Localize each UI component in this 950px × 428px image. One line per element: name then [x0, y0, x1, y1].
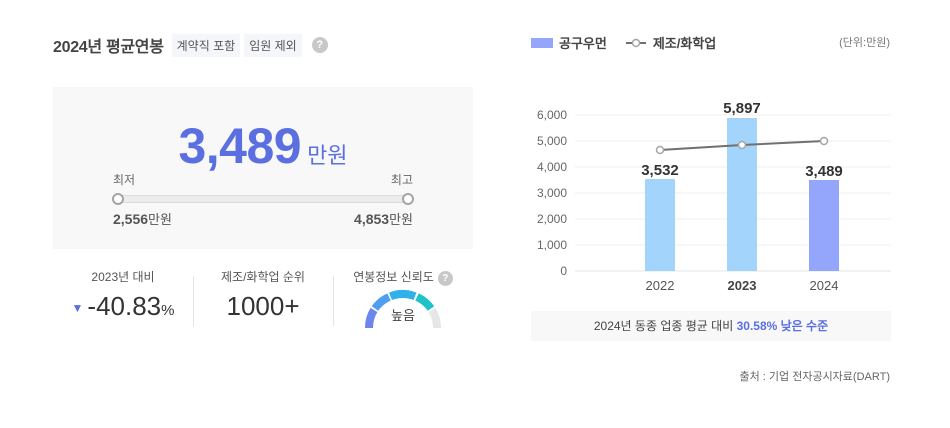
xtick-2023: 2023 [728, 278, 757, 293]
xtick-2024: 2024 [810, 278, 839, 293]
min-value: 2,556만원 [113, 209, 172, 228]
reliability-gauge: 높음 [363, 288, 443, 329]
stat-reliability-label: 연봉정보 신뢰도? [333, 268, 473, 286]
ytick-4000: 4,000 [537, 160, 567, 174]
salary-range-bar [118, 195, 408, 203]
stat-rank-value: 1000+ [226, 291, 300, 321]
ytick-5000: 5,000 [537, 134, 567, 148]
industry-point-2022[interactable] [655, 145, 665, 155]
stats-row: 2023년 대비 ▼ -40.83% 제조/화학업 순위 1000+ 연봉정보 신… [53, 268, 473, 329]
chart-legend: 공구우먼 제조/화학업 [531, 33, 716, 52]
stat-rank-label: 제조/화학업 순위 [221, 270, 305, 284]
max-knob [402, 193, 414, 205]
question-circle-icon[interactable]: ? [311, 37, 328, 53]
page-title: 2024년 평균연봉 [53, 39, 164, 56]
industry-point-2023[interactable] [737, 140, 747, 150]
ytick-1000: 1,000 [537, 238, 567, 252]
bar-2024[interactable] [809, 180, 839, 271]
bar-labels: 3,532 5,897 3,489 [641, 100, 843, 180]
bar-2022[interactable] [645, 179, 675, 271]
max-value: 4,853만원 [354, 209, 413, 228]
industry-comparison: 2024년 동종 업종 평균 대비 30.58% 낮은 수준 [531, 311, 891, 341]
stat-yoy-label: 2023년 대비 [91, 270, 155, 284]
ytick-6000: 6,000 [537, 108, 567, 122]
stat-yoy-number: -40.83 [87, 291, 162, 321]
min-label: 최저 [113, 173, 136, 187]
min-knob [112, 193, 124, 205]
xtick-2022: 2022 [646, 278, 675, 293]
bar-label-2024: 3,489 [805, 163, 843, 180]
bar-label-2022: 3,532 [641, 162, 679, 179]
stat-reliability-text: 연봉정보 신뢰도 [353, 270, 434, 284]
max-label: 최고 [390, 173, 413, 187]
comparison-prefix: 2024년 동종 업종 평균 대비 [593, 319, 737, 333]
average-salary-unit: 만원 [307, 143, 348, 168]
ytick-0: 0 [560, 264, 567, 278]
reliability-value: 높음 [391, 308, 415, 323]
title-row: 2024년 평균연봉 계약직 포함 임원 제외 ? [53, 33, 328, 57]
industry-point-2024[interactable] [819, 136, 829, 146]
gauge-arc-icon [364, 290, 442, 329]
stat-rank: 제조/화학업 순위 1000+ [193, 268, 333, 328]
stat-yoy-suffix: % [161, 302, 175, 319]
average-salary-panel: 3,489 만원 최저 최고 2,556만원 4,853만원 [53, 87, 473, 249]
max-value-unit: 만원 [389, 212, 413, 227]
triangle-down-icon: ▼ [71, 301, 84, 316]
stat-reliability: 연봉정보 신뢰도? 높음 [333, 268, 473, 329]
bar-label-2023: 5,897 [723, 100, 761, 117]
average-salary-value: 3,489 [178, 118, 302, 174]
legend-industry: 제조/화학업 [652, 36, 717, 51]
ytick-3000: 3,000 [537, 186, 567, 200]
legend-line-marker-icon [625, 38, 646, 47]
question-circle-icon[interactable]: ? [437, 271, 453, 286]
chip-contract-included: 계약직 포함 [171, 33, 241, 57]
chip-exec-excluded: 임원 제외 [244, 33, 302, 57]
stat-yoy: 2023년 대비 ▼ -40.83% [53, 268, 193, 328]
average-salary: 3,489 만원 [53, 117, 473, 175]
stat-yoy-value: ▼ -40.83% [53, 291, 193, 322]
max-value-number: 4,853 [354, 211, 390, 227]
source-note: 출처 : 기업 전자공시자료(DART) [739, 371, 891, 383]
min-value-unit: 만원 [148, 212, 172, 227]
salary-chart: 6,000 5,000 4,000 3,000 2,000 1,000 0 3,… [537, 100, 891, 293]
ytick-2000: 2,000 [537, 212, 567, 226]
unit-label: (단위:만원) [839, 37, 890, 49]
comparison-highlight: 30.58% 낮은 수준 [736, 319, 829, 333]
min-value-number: 2,556 [113, 211, 149, 227]
legend-bar-swatch-icon [531, 37, 553, 48]
legend-company: 공구우먼 [559, 36, 607, 51]
x-axis: 2022 2023 2024 [646, 278, 839, 293]
